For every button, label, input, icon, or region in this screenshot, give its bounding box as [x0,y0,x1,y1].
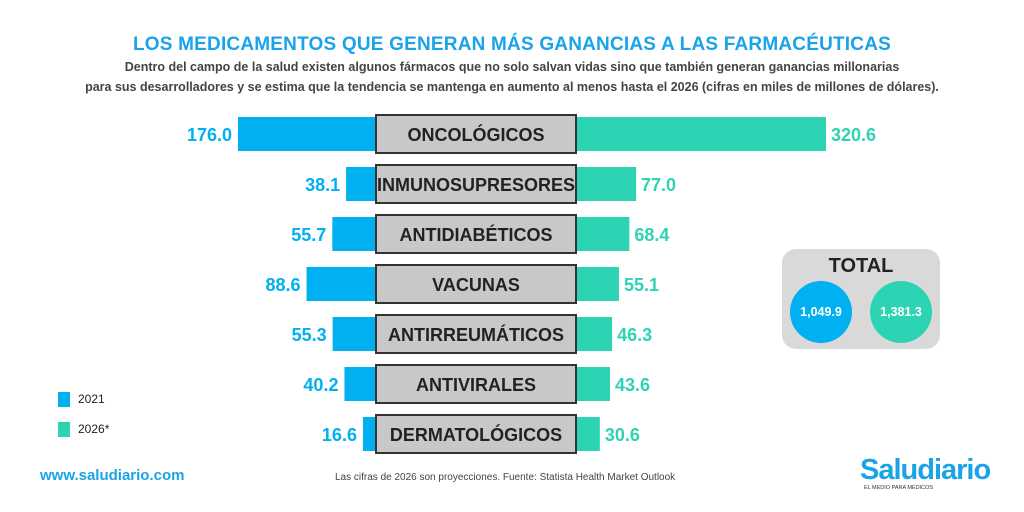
legend-swatch-2026 [58,421,70,437]
value-label-2021-3: 88.6 [265,275,300,295]
logo-wordmark: Saludiario [860,454,991,486]
chart-title: LOS MEDICAMENTOS QUE GENERAN MÁS GANANCI… [132,34,891,55]
value-label-2021-1: 38.1 [305,175,340,195]
source-footnote: Las cifras de 2026 son proyecciones. Fue… [335,472,676,483]
total-2026-circle: 1,381.3 [870,281,932,343]
bar-2021-1 [346,167,376,201]
bar-2026-1 [576,167,637,201]
category-label-5: ANTIVIRALES [416,375,536,395]
bar-2026-0 [576,117,826,151]
category-label-0: ONCOLÓGICOS [407,124,544,145]
category-label-2: ANTIDIABÉTICOS [400,224,553,245]
bar-2021-2 [332,217,376,251]
value-label-2026-3: 55.1 [624,275,659,295]
category-box-3 [375,264,577,304]
category-label-1: INMUNOSUPRESORES [377,175,575,195]
value-label-2026-4: 46.3 [617,325,652,345]
total-2026-value: 1,381.3 [880,305,922,319]
chart-subtitle-line-2: para sus desarrolladores y se estima que… [85,80,939,94]
bar-2026-5 [576,367,610,401]
chart-subtitle-line-1: Dentro del campo de la salud existen alg… [124,60,900,74]
value-label-2026-6: 30.6 [605,425,640,445]
value-label-2026-1: 77.0 [641,175,676,195]
category-box-0 [375,114,577,154]
value-label-2026-2: 68.4 [634,225,669,245]
legend-label-2021: 2021 [78,392,105,406]
bar-2021-4 [332,317,376,351]
category-box-1 [375,164,577,204]
value-label-2026-0: 320.6 [831,125,876,145]
logo-tagline: EL MEDIO PARA MÉDICOS [864,485,934,491]
category-box-2 [375,214,577,254]
value-label-2021-2: 55.7 [291,225,326,245]
legend-item-2026: 2026* [58,418,109,440]
total-2021-circle: 1,049.9 [790,281,852,343]
legend-swatch-2021 [58,391,70,407]
legend-label-2026: 2026* [78,422,110,436]
value-label-2021-6: 16.6 [322,425,357,445]
saludiario-logo: Saludiario EL MEDIO PARA MÉDICOS [860,455,1010,491]
category-label-3: VACUNAS [432,275,520,295]
website-link[interactable]: www.saludiario.com [40,467,185,484]
category-label-6: DERMATOLÓGICOS [390,424,562,445]
value-label-2021-5: 40.2 [303,375,338,395]
bar-2021-5 [344,367,376,401]
value-label-2021-4: 55.3 [292,325,327,345]
totals-panel: TOTAL 1,049.9 1,381.3 [782,249,940,349]
bar-2026-3 [576,267,619,301]
legend-item-2021: 2021 [58,388,109,410]
bar-2026-4 [576,317,613,351]
bar-2021-0 [238,117,376,151]
legend: 2021 2026* [58,388,109,448]
value-label-2026-5: 43.6 [615,375,650,395]
category-box-5 [375,364,577,404]
category-box-4 [375,314,577,354]
bar-2026-6 [576,417,600,451]
totals-title: TOTAL [828,255,894,277]
bar-2021-3 [306,267,376,301]
category-box-6 [375,414,577,454]
bar-2021-6 [362,417,376,451]
category-label-4: ANTIRREUMÁTICOS [388,324,564,345]
value-label-2021-0: 176.0 [187,125,232,145]
total-2021-value: 1,049.9 [800,305,842,319]
bar-2026-2 [576,217,630,251]
